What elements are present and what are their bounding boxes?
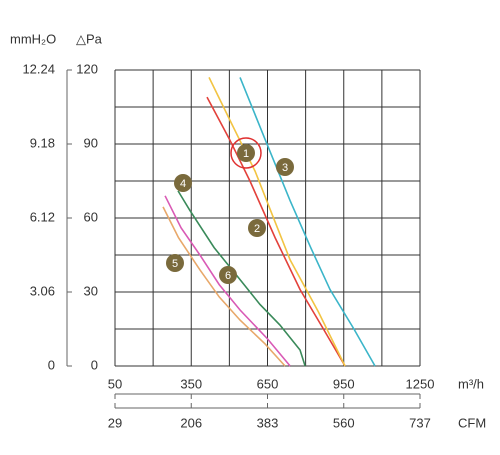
- y2-tick-label: 3.06: [30, 283, 55, 298]
- y2-tick-label: 6.12: [30, 209, 55, 224]
- x2-tick-label: 383: [257, 415, 279, 430]
- x2-tick-label: 206: [180, 415, 202, 430]
- x-tick-label: 1250: [406, 376, 435, 391]
- legend-label: 2: [254, 223, 260, 235]
- legend-label: 1: [243, 148, 249, 160]
- x2-axis-title: CFM: [458, 415, 486, 430]
- curve: [177, 190, 306, 367]
- curve-badge: [219, 266, 237, 284]
- curve: [208, 77, 346, 367]
- curve: [162, 206, 286, 367]
- curve-badge: [174, 174, 192, 192]
- curve-badge: [237, 144, 255, 162]
- curve-badge: [166, 254, 184, 272]
- x-tick-label: 350: [180, 376, 202, 391]
- legend-label: 4: [180, 178, 186, 190]
- x2-tick-label: 737: [409, 415, 431, 430]
- legend-label: 5: [172, 258, 178, 270]
- legend-label: 3: [282, 162, 288, 174]
- y2-tick-label: 9.18: [30, 135, 55, 150]
- y-tick-label: 0: [91, 357, 98, 372]
- x-tick-label: 650: [257, 376, 279, 391]
- x-tick-label: 950: [333, 376, 355, 391]
- y2-tick-label: 12.24: [22, 61, 55, 76]
- y2-tick-label: 0: [48, 357, 55, 372]
- y-tick-label: 60: [84, 209, 98, 224]
- curve: [239, 77, 376, 367]
- y-axis-title: △Pa: [76, 31, 103, 46]
- curve-badge: [276, 158, 294, 176]
- curve-badge: [248, 219, 266, 237]
- y-tick-label: 30: [84, 283, 98, 298]
- highlight-ring: [230, 137, 262, 169]
- y-tick-label: 120: [76, 61, 98, 76]
- y2-axis-title: mmH₂O: [10, 31, 56, 46]
- x-axis-title: m³/h: [458, 376, 484, 391]
- curve: [164, 195, 291, 367]
- y-tick-label: 90: [84, 135, 98, 150]
- x-tick-label: 50: [108, 376, 122, 391]
- x2-tick-label: 29: [108, 415, 122, 430]
- x2-tick-label: 560: [333, 415, 355, 430]
- curve: [206, 96, 346, 367]
- legend-label: 6: [225, 270, 231, 282]
